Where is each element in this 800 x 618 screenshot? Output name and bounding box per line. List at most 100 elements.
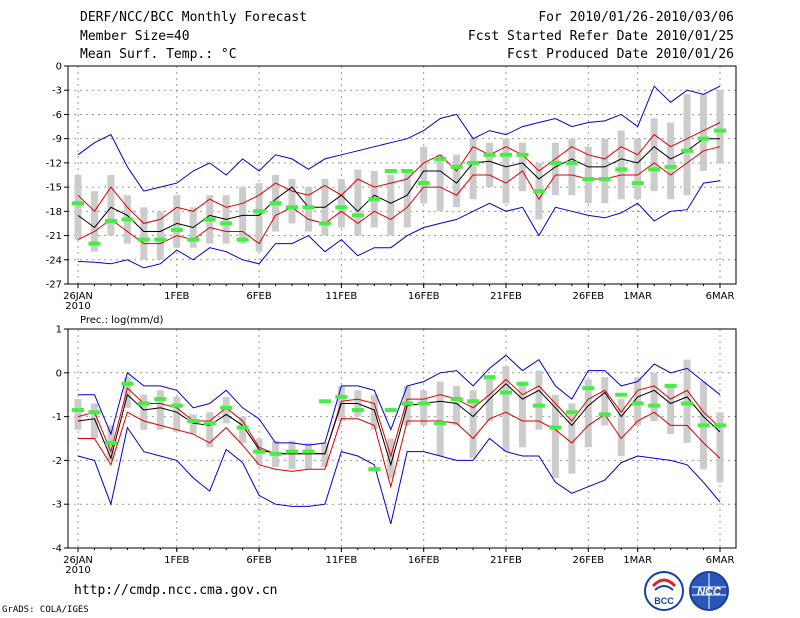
temp-mean-marker <box>516 152 529 157</box>
temp-mean-marker <box>714 128 726 133</box>
prec-range-bar <box>502 366 510 452</box>
temp-xtick-label: 1FEB <box>164 291 189 302</box>
temp-mean-marker <box>368 197 381 202</box>
prec-ytick-label: -4 <box>52 544 62 555</box>
temp-range-bar <box>469 138 477 200</box>
prec-title: Prec.: log(mm/d) <box>80 315 163 326</box>
prec-range-bar <box>453 385 461 426</box>
source-url[interactable]: http://cmdp.ncc.cma.gov.cn <box>74 583 278 598</box>
temp-mean-marker <box>450 164 463 169</box>
temp-mean-marker <box>434 156 447 161</box>
prec-range-bar <box>156 390 164 430</box>
prec-xtick-label: 16FEB <box>408 555 440 566</box>
temp-xtick-label: 16FEB <box>408 291 440 302</box>
temp-xtick-label: 26FEB <box>572 291 604 302</box>
temp-mean-marker <box>137 237 150 242</box>
temp-range-bar <box>304 187 312 232</box>
temp-median-line <box>77 138 720 232</box>
temp-ytick-label: -27 <box>46 280 62 291</box>
prec-range-bar <box>584 379 592 448</box>
temp-range-bar <box>255 183 263 252</box>
prec-mean-marker <box>335 394 348 399</box>
prec-range-bar <box>387 438 395 478</box>
temp-upper-line <box>77 122 721 224</box>
temp-xtick-label: 1MAR <box>623 291 652 302</box>
temp-mean-marker <box>253 209 266 214</box>
temp-ytick-label: -6 <box>52 110 62 121</box>
prec-range-bar <box>189 414 197 435</box>
prec-ytick-label: -3 <box>52 500 62 511</box>
prec-mean-marker <box>154 397 167 402</box>
temp-mean-marker <box>121 217 134 222</box>
prec-mean-marker <box>549 425 562 430</box>
prec-mean-marker <box>203 421 216 426</box>
prec-mean-marker <box>286 449 298 454</box>
prec-ytick-label: -2 <box>52 456 62 467</box>
prec-mean-marker <box>368 467 381 472</box>
temp-range-bar <box>288 179 296 224</box>
prec-range-bar <box>304 442 312 470</box>
prec-range-bar <box>140 394 148 430</box>
temp-mean-marker <box>104 219 117 224</box>
temp-mean-marker <box>500 152 512 157</box>
prec-xtick-year: 2010 <box>65 565 90 576</box>
temp-range-bar <box>453 154 461 208</box>
temp-mean-marker <box>532 189 545 194</box>
temp-mean-marker <box>286 205 298 210</box>
temp-mean-marker <box>170 227 183 232</box>
temp-mean-marker <box>351 213 364 218</box>
prec-mean-marker <box>137 401 150 406</box>
temp-mean-marker <box>681 148 694 153</box>
temp-mean-marker <box>203 217 216 222</box>
prec-mean-marker <box>72 408 84 413</box>
variable-label: Mean Surf. Temp.: °C <box>80 47 237 62</box>
prec-ytick-label: -1 <box>52 412 62 423</box>
temp-min-line <box>77 180 721 269</box>
prec-mean-marker <box>269 451 282 456</box>
temp-range-bar <box>173 195 181 248</box>
temp-xtick-label: 6MAR <box>706 291 735 302</box>
prec-mean-marker <box>253 449 266 454</box>
prec-mean-marker <box>88 410 101 415</box>
prec-ytick-label: 0 <box>56 368 62 379</box>
prec-mean-marker <box>170 403 183 408</box>
prec-range-bar <box>436 381 444 457</box>
prec-mean-marker <box>121 381 134 386</box>
prec-mean-marker <box>384 408 397 413</box>
prec-range-bar <box>90 403 98 439</box>
temp-range-bar <box>486 142 494 188</box>
temp-range-bar <box>667 122 675 200</box>
temp-range-bar <box>420 146 428 204</box>
temp-range-bar <box>601 138 609 204</box>
prec-range-bar <box>601 377 609 426</box>
temp-xtick-year: 2010 <box>65 301 90 312</box>
temp-mean-marker <box>697 136 710 141</box>
prec-range-bar <box>683 359 691 443</box>
temp-mean-marker <box>302 205 315 210</box>
temp-mean-marker <box>598 177 611 182</box>
prec-mean-marker <box>565 410 578 415</box>
temp-ytick-label: -9 <box>52 134 62 145</box>
prec-mean-marker <box>401 401 414 406</box>
prec-mean-marker <box>648 403 661 408</box>
refer-date: Fcst Started Refer Date 2010/01/25 <box>467 29 734 44</box>
member-size: Member Size=40 <box>80 29 190 44</box>
temp-ytick-label: -3 <box>52 86 62 97</box>
prec-mean-marker <box>631 401 644 406</box>
prec-ytick-label: 1 <box>56 325 62 336</box>
temp-mean-marker <box>417 181 430 186</box>
temp-range-bar <box>156 211 164 260</box>
temp-range-bar <box>403 170 411 228</box>
temp-range-bar <box>634 138 642 200</box>
temp-ytick-label: -15 <box>46 183 62 194</box>
prec-upper-line <box>77 378 721 458</box>
prec-xtick-label: 21FEB <box>490 555 522 566</box>
prec-mean-marker <box>681 401 694 406</box>
temp-max-line <box>77 85 721 192</box>
prec-xtick-label: 6FEB <box>246 555 271 566</box>
bcc-logo: BCC <box>644 571 684 611</box>
prec-mean-marker <box>615 392 628 397</box>
prec-range-bar <box>551 394 559 478</box>
